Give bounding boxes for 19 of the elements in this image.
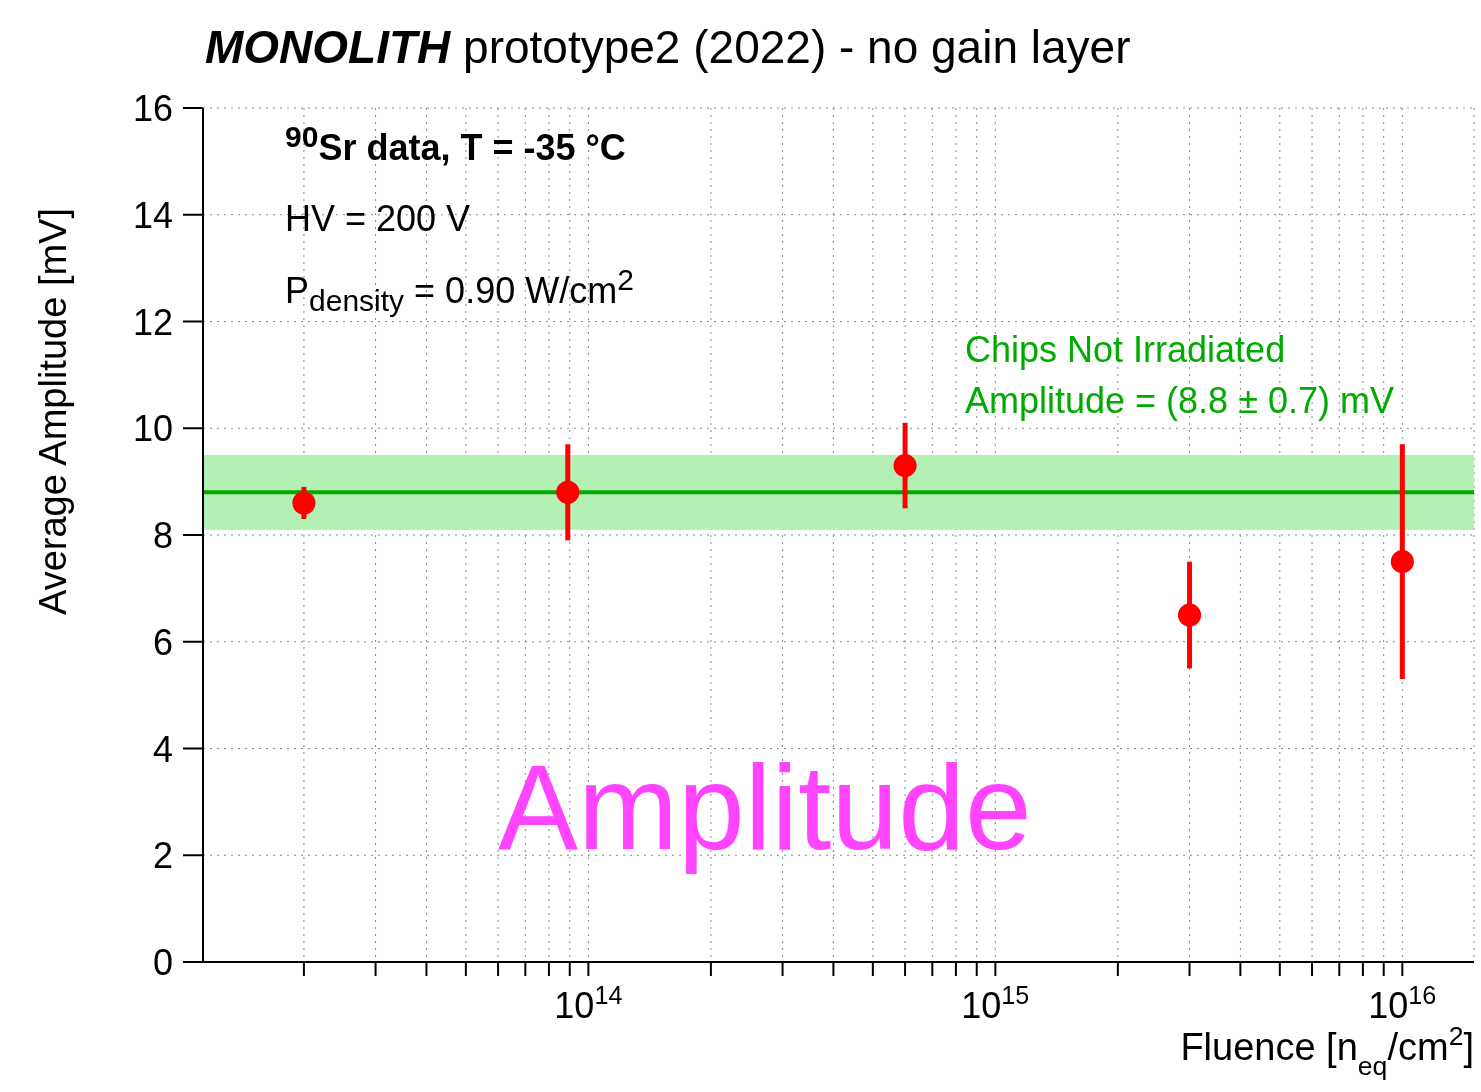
chart-title: MONOLITH prototype2 (2022) - no gain layer [205,20,1131,74]
y-tick-label: 16 [132,88,173,129]
annotation: HV = 200 V [285,198,471,240]
ref-line-label: Chips Not Irradiated [965,329,1286,371]
y-tick-label: 14 [132,194,173,236]
y-tick-label: 6 [152,621,173,663]
x-tick-label: 10$^{14}$ [554,981,623,1026]
y-tick-label: 4 [152,728,173,770]
band-label: Amplitude = (8.8 ± 0.7) mV [965,379,1394,421]
y-tick-label: 2 [152,835,173,877]
annotation: $^{90}$Sr data, T = -35 °C [285,120,626,169]
x-tick-label: 10$^{15}$ [961,981,1030,1026]
y-tick-label: 0 [152,942,173,983]
y-axis-title: Average Amplitude [mV] [32,208,74,615]
annotation: P$_{density}$ = 0.90 W/cm$^{2}$ [285,263,634,319]
annotation: Amplitude [498,739,1032,876]
y-tick-label: 12 [132,301,173,343]
y-tick-label: 8 [152,515,173,556]
y-tick-label: 10 [132,408,173,450]
